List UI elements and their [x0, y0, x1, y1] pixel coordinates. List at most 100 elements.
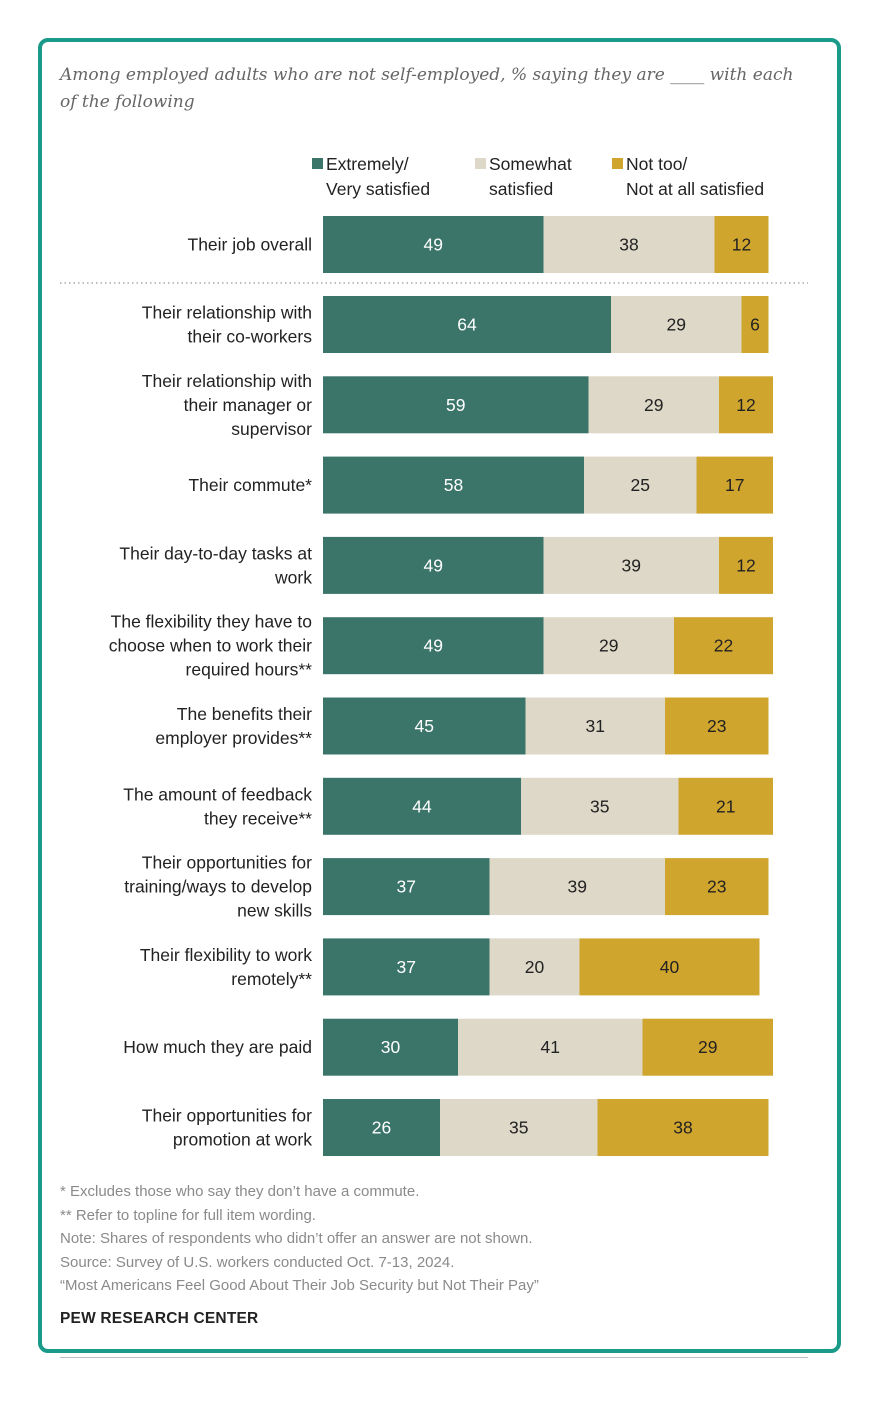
bar-segment [458, 1018, 643, 1076]
bar-segment [323, 1099, 440, 1156]
legend-swatch-very-satisfied [312, 158, 323, 169]
bar-segment [489, 938, 580, 996]
category-label: How much they are paid [123, 1037, 312, 1057]
bar-segment [323, 777, 521, 835]
data-label: 12 [732, 235, 751, 255]
data-label: 59 [446, 395, 465, 415]
data-label: 29 [644, 395, 663, 415]
category-label: Their relationship with [142, 371, 312, 391]
category-label: supervisor [231, 419, 312, 439]
footnote-commute: * Excludes those who say they don’t have… [60, 1183, 420, 1200]
bar-segment [323, 536, 544, 594]
bar-segment [719, 536, 773, 594]
bar-segment [440, 1099, 598, 1156]
footnote-topline: ** Refer to topline for full item wordin… [60, 1206, 316, 1224]
data-label: 12 [736, 555, 755, 575]
bar-segment [678, 777, 773, 835]
data-label: 17 [725, 475, 744, 495]
legend-swatch-not-satisfied [612, 158, 623, 169]
data-label: 26 [372, 1118, 391, 1138]
category-label: Their day-to-day tasks at [119, 543, 312, 563]
category-label: promotion at work [173, 1130, 312, 1150]
data-label: 6 [750, 315, 760, 335]
bar-segment [323, 697, 526, 755]
bar-segment [543, 536, 719, 594]
legend-label-line1: Extremely/ [326, 154, 409, 174]
data-label: 35 [509, 1118, 528, 1138]
category-label: required hours** [186, 660, 313, 680]
category-label: remotely** [231, 969, 312, 989]
bar-segment [665, 858, 769, 916]
bar-segment [323, 456, 584, 514]
category-label: new skills [237, 901, 312, 921]
legend-label-line1: Somewhat [489, 154, 572, 174]
category-label: The flexibility they have to [111, 612, 312, 632]
bar-segment [323, 938, 490, 996]
bar-segment [579, 938, 760, 996]
legend-item-somewhat-satisfied: Somewhat satisfied [475, 152, 572, 202]
data-label: 39 [622, 555, 641, 575]
category-label: work [274, 567, 312, 587]
bar-segment [741, 296, 769, 353]
category-label: Their opportunities for [142, 1106, 312, 1126]
bar-segment [323, 376, 589, 434]
category-label: Their opportunities for [142, 853, 312, 873]
legend-item-not-satisfied: Not too/Not at all satisfied [612, 152, 764, 202]
bar-segment [323, 1018, 458, 1076]
bar-segment [674, 617, 773, 675]
legend-swatch-somewhat-satisfied [475, 158, 486, 169]
data-label: 38 [619, 235, 638, 255]
data-label: 29 [667, 315, 686, 335]
bar-segment [323, 858, 490, 916]
category-label: The benefits their [177, 704, 312, 724]
data-label: 39 [568, 877, 587, 897]
legend-label-line1: Not too/ [626, 154, 688, 174]
data-label: 49 [424, 636, 443, 656]
bar-segment [323, 216, 544, 273]
category-label: Their flexibility to work [140, 945, 312, 965]
bar-segment [543, 216, 715, 273]
data-label: 20 [525, 957, 545, 977]
stacked-bar-chart: Their job overall 49 38 12 Their relationshi… [60, 216, 808, 1156]
bar-segment [696, 456, 773, 514]
data-label: 37 [397, 877, 416, 897]
data-label: 29 [599, 636, 618, 656]
data-label: 44 [412, 796, 432, 816]
category-label: employer provides** [155, 728, 312, 748]
category-label: their co-workers [188, 327, 313, 347]
bar-segment [588, 376, 719, 434]
footnote-report-title: “Most Americans Feel Good About Their Jo… [60, 1277, 539, 1294]
legend-label-line2: Not at all satisfied [626, 179, 765, 199]
category-label: training/ways to develop [124, 877, 312, 897]
bar-segment [665, 697, 769, 755]
data-label: 49 [424, 235, 443, 255]
data-label: 22 [714, 636, 733, 656]
bar-segment [323, 617, 544, 675]
data-label: 12 [736, 395, 755, 415]
legend-label-line2: satisfied [489, 179, 554, 199]
footnotes: * Excludes those who say they don’t have… [60, 1180, 539, 1298]
chart-subtitle: Among employed adults who are not self-e… [60, 65, 794, 112]
bar-segment [521, 777, 679, 835]
bar-segment [642, 1018, 773, 1076]
category-label: their manager or [184, 395, 313, 415]
bar-segment [719, 376, 773, 434]
bar-segment [323, 296, 611, 353]
category-label: The amount of feedback [123, 784, 312, 804]
bottom-rule [60, 1357, 808, 1358]
legend-item-very-satisfied: Extremely/Very satisfied [312, 152, 430, 202]
data-label: 49 [424, 555, 443, 575]
data-label: 23 [707, 716, 726, 736]
data-label: 25 [631, 475, 650, 495]
category-label: Their relationship with [142, 303, 312, 323]
legend-label-line2: Very satisfied [326, 179, 431, 199]
data-label: 21 [716, 796, 735, 816]
data-label: 38 [673, 1118, 692, 1138]
data-label: 31 [586, 716, 605, 736]
category-label: Their job overall [188, 235, 313, 255]
data-label: 35 [590, 796, 609, 816]
category-label: choose when to work their [109, 636, 312, 656]
bar-segment [597, 1099, 769, 1156]
bar-segment [714, 216, 769, 273]
footnote-source: Source: Survey of U.S. workers conducted… [60, 1253, 455, 1271]
